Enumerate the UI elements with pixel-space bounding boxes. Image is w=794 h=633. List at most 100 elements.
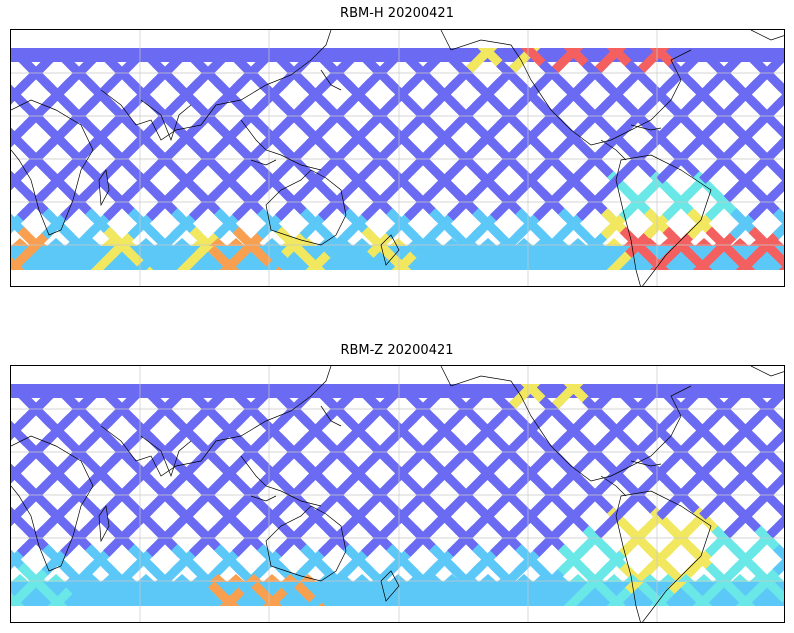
bottom-band-tooth	[497, 574, 515, 582]
bottom-band-tooth	[389, 574, 407, 582]
bottom-band-tooth	[101, 238, 119, 246]
coastlines	[11, 30, 784, 286]
bottom-band-tooth	[407, 574, 425, 582]
bottom-band-tooth	[353, 574, 371, 582]
coastline-0	[11, 435, 94, 572]
coastline-0	[11, 99, 94, 236]
bottom-band-tooth	[587, 238, 605, 246]
bottom-band-tooth	[407, 238, 425, 246]
bottom-band-tooth	[551, 238, 569, 246]
coastline-10	[615, 490, 712, 622]
swath-ascending-546	[773, 92, 784, 110]
bottom-band-tooth	[461, 574, 479, 582]
coastline-12	[320, 405, 342, 427]
bottom-band-tooth	[83, 238, 101, 246]
bottom-band-tooth	[677, 574, 695, 582]
coastline-11	[750, 366, 784, 377]
bottom-band-tooth	[605, 574, 623, 582]
coastline-2	[100, 366, 332, 477]
panel-2-title: RBM-Z 20200421	[340, 343, 454, 358]
swath-descending-605	[772, 414, 784, 433]
swath-ascending-584	[766, 178, 784, 203]
coastline-4	[240, 119, 322, 171]
bottom-band-tooth	[641, 238, 659, 246]
bottom-band-tooth	[281, 574, 299, 582]
coastline-2	[100, 30, 332, 141]
bottom-band-tooth	[533, 574, 551, 582]
bottom-band-tooth	[173, 574, 191, 582]
swath-descending-527	[767, 245, 784, 269]
bottom-band-tooth	[29, 574, 47, 582]
coastline-8	[440, 30, 692, 146]
bottom-band-tooth	[227, 238, 245, 246]
bottom-band-tooth	[281, 238, 299, 246]
swath-ascending-526	[767, 49, 784, 73]
coastline-4	[240, 455, 322, 507]
coastline-1	[98, 169, 110, 207]
bottom-band-tooth	[713, 238, 731, 246]
swath-ascending-604	[772, 557, 784, 576]
bottom-band-tooth	[515, 574, 533, 582]
coastline-10	[615, 154, 712, 286]
bottom-band-tooth	[47, 574, 65, 582]
bottom-band-tooth	[497, 238, 515, 246]
coastline-6	[265, 505, 347, 582]
bottom-band-tooth	[533, 238, 551, 246]
bottom-band-tooth	[263, 574, 281, 582]
bottom-band-tooth	[209, 238, 227, 246]
coastline-7	[380, 570, 400, 602]
bottom-band-tooth	[119, 574, 137, 582]
bottom-band-tooth	[263, 238, 281, 246]
bottom-band-tooth	[749, 574, 767, 582]
coastline-3	[140, 435, 192, 478]
coastline-11	[750, 30, 784, 41]
bottom-band-tooth	[695, 574, 713, 582]
bottom-band-tooth	[551, 574, 569, 582]
swath-ascending-584	[766, 514, 784, 539]
bottom-band-tooth	[623, 574, 641, 582]
coastlines	[11, 366, 784, 622]
swath-descending-585	[766, 451, 784, 476]
swath-ascending-526	[767, 385, 784, 409]
bottom-band-tooth	[11, 238, 29, 246]
bottom-band-tooth	[209, 574, 227, 582]
bottom-band-tooth	[191, 238, 209, 246]
bottom-band-tooth	[155, 238, 173, 246]
coastline-3	[140, 99, 192, 142]
bottom-band-tooth	[479, 238, 497, 246]
bottom-band-tooth	[713, 574, 731, 582]
bottom-band-tooth	[443, 574, 461, 582]
coastline-9	[600, 475, 627, 497]
bottom-band-tooth	[101, 574, 119, 582]
bottom-band-tooth	[443, 238, 461, 246]
bottom-band-tooth	[749, 238, 767, 246]
bottom-band-tooth	[83, 574, 101, 582]
swath-descending-585	[766, 115, 784, 140]
coastline-5	[250, 495, 277, 502]
bottom-band-tooth	[11, 574, 29, 582]
coastline-7	[380, 234, 400, 266]
panel-1-map	[10, 29, 785, 287]
swath-descending-605	[772, 78, 784, 97]
coastline-6	[265, 169, 347, 246]
bottom-band-tooth	[119, 238, 137, 246]
bottom-band-tooth	[65, 574, 83, 582]
coastline-9	[600, 139, 627, 161]
bottom-band-tooth	[659, 238, 677, 246]
bottom-band-tooth	[155, 574, 173, 582]
bottom-band-tooth	[605, 238, 623, 246]
coastline-12	[320, 69, 342, 91]
bottom-band-tooth	[47, 238, 65, 246]
bottom-band-tooth	[623, 238, 641, 246]
bottom-band-tooth	[731, 238, 749, 246]
bottom-band-tooth	[677, 238, 695, 246]
coastline-13	[630, 460, 662, 467]
swath-descending-547	[773, 208, 784, 226]
bottom-band-tooth	[65, 238, 83, 246]
coastline-1	[98, 505, 110, 543]
swath-descending-527	[767, 581, 784, 605]
panel-2-map	[10, 365, 785, 623]
panel-1-title: RBM-H 20200421	[340, 6, 454, 21]
bottom-band-tooth	[245, 238, 263, 246]
bottom-band-tooth	[425, 574, 443, 582]
